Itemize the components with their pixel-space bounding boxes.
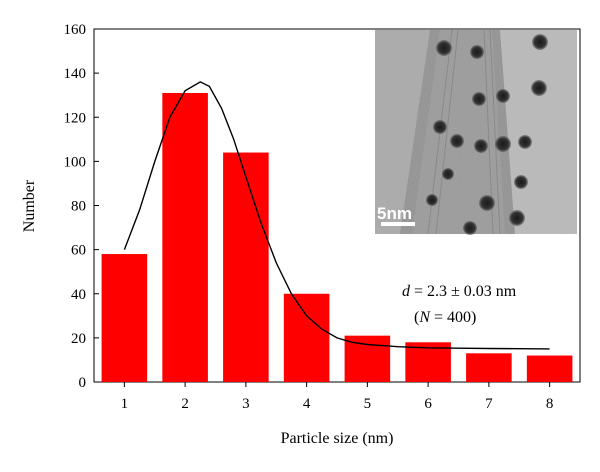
scale-bar bbox=[381, 222, 415, 226]
fit-curve bbox=[123, 81, 550, 350]
bar-6 bbox=[405, 342, 451, 382]
bars bbox=[101, 92, 573, 382]
bar-3 bbox=[223, 152, 269, 382]
x-axis: 1 2 3 4 5 6 7 8 bbox=[121, 382, 554, 412]
x-tick-label: 4 bbox=[303, 396, 311, 412]
x-tick-label: 1 bbox=[121, 396, 129, 412]
y-tick-label: 80 bbox=[71, 199, 86, 215]
y-tick-label: 120 bbox=[64, 110, 87, 126]
y-tick-label: 40 bbox=[71, 287, 86, 303]
bar-1 bbox=[101, 254, 148, 382]
x-tick-label: 6 bbox=[424, 396, 432, 412]
scale-bar-label: 5nm bbox=[377, 204, 412, 223]
bar-7 bbox=[466, 353, 512, 382]
y-axis: 0 20 40 60 80 100 120 140 160 bbox=[64, 22, 99, 391]
y-tick-label: 60 bbox=[71, 243, 86, 259]
bar-5 bbox=[344, 335, 391, 382]
x-tick-label: 2 bbox=[181, 396, 189, 412]
y-tick-label: 100 bbox=[64, 154, 87, 170]
sample-count-annotation: (N = 400) bbox=[414, 309, 476, 326]
x-axis-title: Particle size (nm) bbox=[281, 430, 394, 447]
x-tick-label: 8 bbox=[546, 396, 554, 412]
x-tick-label: 3 bbox=[242, 396, 250, 412]
mean-size-annotation: d = 2.3 ± 0.03 nm bbox=[402, 283, 517, 300]
tem-inset-image: 5nm bbox=[375, 29, 577, 235]
bar-4 bbox=[283, 293, 330, 382]
y-tick-label: 0 bbox=[79, 375, 87, 391]
bar-2 bbox=[162, 92, 208, 382]
y-axis-title: Number bbox=[21, 179, 38, 232]
y-tick-label: 160 bbox=[64, 22, 87, 38]
y-tick-label: 20 bbox=[71, 331, 86, 347]
y-tick-label: 140 bbox=[64, 66, 87, 82]
bar-8 bbox=[526, 355, 573, 382]
x-tick-label: 7 bbox=[485, 396, 493, 412]
x-tick-label: 5 bbox=[364, 396, 372, 412]
